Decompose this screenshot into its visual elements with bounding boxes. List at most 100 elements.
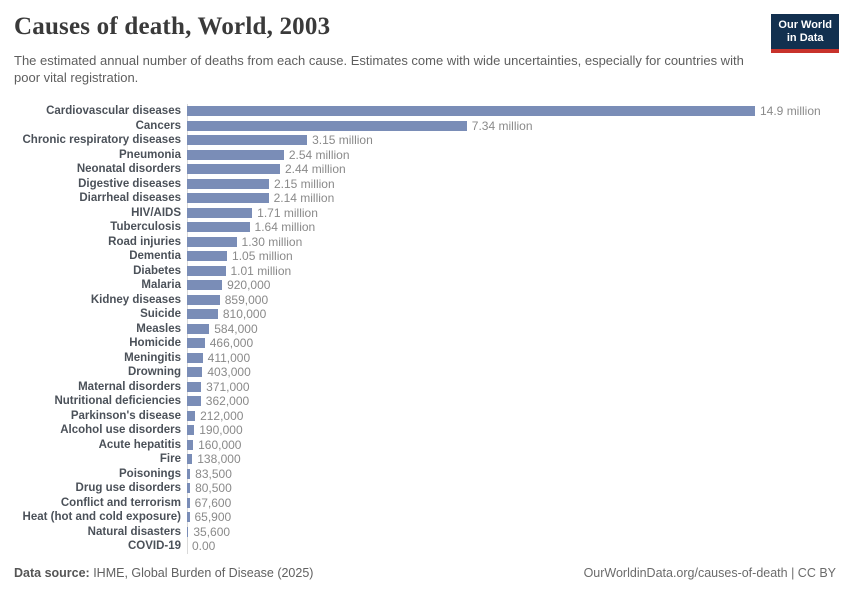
bar-track: 0.00 [187, 539, 215, 554]
chart-row: COVID-19 0.00 [0, 539, 850, 554]
category-label: Natural disasters [87, 525, 181, 538]
chart-row: Fire 138,000 [0, 452, 850, 467]
value-label: 190,000 [199, 423, 243, 438]
bar-track: 138,000 [187, 452, 241, 467]
bar [187, 106, 755, 117]
category-label: Maternal disorders [78, 380, 181, 393]
bar-track: 2.15 million [187, 177, 335, 192]
category-label: Alcohol use disorders [60, 424, 181, 437]
chart-area: Cardiovascular diseases 14.9 million Cance… [0, 104, 850, 554]
category-label: Parkinson's disease [70, 409, 181, 422]
owid-logo-line2: in Data [786, 32, 824, 44]
owid-logo[interactable]: Our World in Data [771, 14, 839, 53]
value-label: 362,000 [205, 394, 250, 409]
value-label: 1.64 million [254, 220, 316, 235]
bar [187, 120, 467, 131]
value-label: 160,000 [198, 437, 242, 452]
bar-track: 371,000 [187, 380, 250, 395]
bar [187, 425, 195, 436]
value-label: 67,600 [194, 495, 232, 510]
bar-track: 160,000 [187, 438, 241, 453]
chart-row: Neonatal disorders 2.44 million [0, 162, 850, 177]
value-label: 371,000 [206, 379, 250, 394]
value-label: 14.9 million [760, 104, 821, 119]
bar-track: 859,000 [187, 293, 268, 308]
bar-track: 411,000 [187, 351, 250, 366]
chart-row: Alcohol use disorders 190,000 [0, 423, 850, 438]
value-label: 2.15 million [273, 176, 335, 191]
value-label: 80,500 [195, 481, 232, 496]
bar [187, 164, 280, 175]
chart-row: Measles 584,000 [0, 322, 850, 337]
category-label: Drowning [127, 366, 181, 379]
category-label: Chronic respiratory diseases [22, 134, 181, 147]
bar-track: 212,000 [187, 409, 243, 424]
category-label: Tuberculosis [110, 221, 181, 234]
value-label: 3.15 million [312, 133, 373, 148]
category-label: Measles [136, 322, 181, 335]
value-label: 403,000 [207, 365, 251, 380]
category-label: Road injuries [108, 235, 181, 248]
category-label: Nutritional deficiencies [54, 395, 181, 408]
bar [187, 367, 203, 378]
bar [187, 251, 228, 262]
bar [187, 178, 269, 189]
bar [187, 512, 190, 523]
bar-track: 810,000 [187, 307, 266, 322]
chart-row: Meningitis 411,000 [0, 351, 850, 366]
chart-footer: Data source: IHME, Global Burden of Dise… [14, 566, 836, 580]
category-label: HIV/AIDS [131, 206, 181, 219]
bar [187, 439, 194, 450]
value-label: 1.05 million [232, 249, 293, 264]
bar-track: 920,000 [187, 278, 270, 293]
chart-row: Pneumonia 2.54 million [0, 148, 850, 163]
chart-row: Malaria 920,000 [0, 278, 850, 293]
category-label: Poisonings [119, 467, 181, 480]
category-label: Dementia [129, 250, 181, 263]
bar-track: 2.44 million [187, 162, 346, 177]
bar-track: 1.05 million [187, 249, 293, 264]
value-label: 2.44 million [285, 162, 346, 177]
bar-track: 65,900 [187, 510, 231, 525]
value-label: 2.54 million [288, 147, 350, 162]
value-label: 83,500 [195, 466, 232, 481]
value-label: 584,000 [214, 321, 258, 336]
category-label: Diarrheal diseases [79, 192, 181, 205]
chart-row: Conflict and terrorism 67,600 [0, 496, 850, 511]
bar-track: 14.9 million [187, 104, 821, 119]
bar [187, 236, 237, 247]
chart-row: HIV/AIDS 1.71 million [0, 206, 850, 221]
bar [187, 352, 203, 363]
chart-row: Chronic respiratory diseases 3.15 million [0, 133, 850, 148]
bar [187, 265, 226, 276]
value-label: 859,000 [224, 292, 269, 307]
footer-license-link[interactable]: OurWorldinData.org/causes-of-death | CC … [583, 566, 836, 580]
chart-row: Maternal disorders 371,000 [0, 380, 850, 395]
bar-track: 67,600 [187, 496, 231, 511]
bar [187, 207, 253, 218]
bar [187, 338, 205, 349]
chart-row: Cardiovascular diseases 14.9 million [0, 104, 850, 119]
category-label: Heat (hot and cold exposure) [22, 511, 181, 524]
bar-track: 3.15 million [187, 133, 373, 148]
bar-track: 403,000 [187, 365, 251, 380]
bar [187, 323, 210, 334]
category-label: Homicide [129, 337, 181, 350]
value-label: 810,000 [222, 307, 267, 322]
page-title: Causes of death, World, 2003 [14, 13, 331, 40]
chart-row: Homicide 466,000 [0, 336, 850, 351]
value-label: 466,000 [209, 336, 254, 351]
chart-subtitle: The estimated annual number of deaths fr… [14, 53, 744, 85]
category-label: Acute hepatitis [98, 438, 181, 451]
bar [187, 454, 193, 465]
bar-track: 190,000 [187, 423, 243, 438]
chart-row: Cancers 7.34 million [0, 119, 850, 134]
bar-track: 466,000 [187, 336, 253, 351]
value-label: 411,000 [207, 350, 251, 365]
value-label: 65,900 [194, 510, 232, 525]
bar [187, 135, 308, 146]
chart-row: Road injuries 1.30 million [0, 235, 850, 250]
chart-row: Drug use disorders 80,500 [0, 481, 850, 496]
bar-track: 584,000 [187, 322, 258, 337]
bar-track: 362,000 [187, 394, 249, 409]
